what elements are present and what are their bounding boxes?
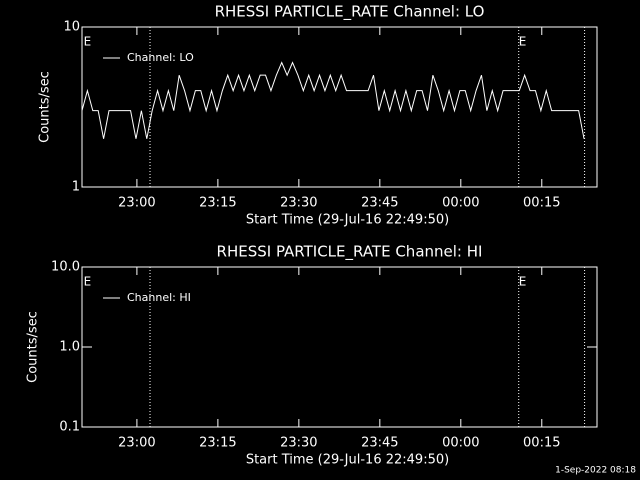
x-tick-label: 23:15	[199, 196, 236, 211]
x-tick-label: 23:15	[199, 436, 236, 451]
event-label: E	[519, 35, 527, 49]
event-label: E	[519, 275, 527, 289]
y-tick-label: 10	[63, 20, 80, 35]
x-tick-label: 23:45	[361, 436, 398, 451]
x-tick-label: 00:00	[442, 196, 479, 211]
x-tick-label: 23:00	[118, 436, 155, 451]
y-tick-label: 10.0	[51, 260, 80, 275]
x-tick-label: 23:30	[280, 196, 317, 211]
event-label: E	[84, 275, 92, 289]
x-tick-label: 23:30	[280, 436, 317, 451]
y-tick-label: 1.0	[59, 340, 80, 355]
y-axis-label: Counts/sec	[26, 311, 41, 383]
x-axis-label: Start Time (29-Jul-16 22:49:50)	[246, 213, 449, 228]
y-tick-label: 1	[72, 180, 80, 195]
legend-label: Channel: HI	[127, 291, 191, 304]
legend-label: Channel: LO	[127, 51, 194, 64]
chart-title: RHESSI PARTICLE_RATE Channel: HI	[217, 243, 483, 262]
footer: 1-Sep-2022 08:18	[555, 466, 636, 476]
y-tick-label: 0.1	[59, 420, 80, 435]
x-tick-label: 00:00	[442, 436, 479, 451]
chart-title: RHESSI PARTICLE_RATE Channel: LO	[215, 3, 485, 22]
data-line	[81, 61, 585, 139]
y-axis-label: Counts/sec	[38, 71, 53, 143]
x-tick-label: 23:45	[361, 196, 398, 211]
event-label: E	[84, 35, 92, 49]
x-tick-label: 00:15	[523, 436, 560, 451]
plot-frame	[81, 26, 598, 188]
x-axis-label: Start Time (29-Jul-16 22:49:50)	[246, 453, 449, 468]
x-tick-label: 23:00	[118, 196, 155, 211]
x-tick-label: 00:15	[523, 196, 560, 211]
